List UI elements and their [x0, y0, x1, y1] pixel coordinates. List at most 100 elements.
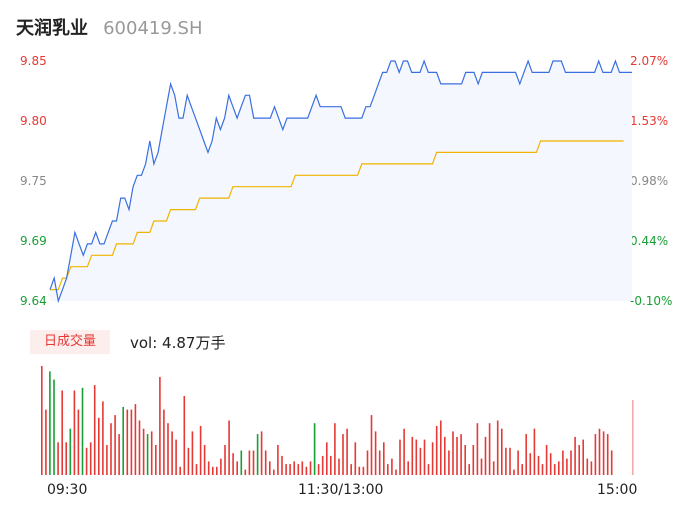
volume-bar [366, 450, 369, 475]
volume-bar [484, 436, 487, 475]
volume-bar [236, 461, 238, 475]
volume-bar [395, 469, 397, 476]
volume-bar [541, 464, 544, 475]
volume-bar [330, 455, 332, 475]
volume-bar [134, 404, 137, 475]
volume-bar [240, 450, 243, 475]
volume-bar [460, 434, 462, 475]
volume-bar [179, 466, 181, 475]
average-price-line [50, 140, 624, 291]
volume-bar-current [632, 400, 634, 475]
volume-bar [472, 445, 475, 475]
volume-bar [155, 445, 157, 475]
volume-bar [444, 436, 446, 475]
volume-bar [435, 425, 438, 475]
pct-tick: 0.98% [630, 174, 669, 188]
volume-bar [411, 436, 414, 475]
volume-bar [383, 442, 385, 475]
price-tick: 9.75 [20, 174, 47, 188]
volume-bar [89, 442, 92, 475]
volume-bar [480, 458, 483, 475]
volume-bar [45, 409, 47, 475]
volume-bar [305, 466, 308, 475]
volume-bar [606, 434, 609, 475]
volume-bar [370, 415, 373, 476]
price-line [49, 59, 632, 304]
volume-bar [582, 439, 584, 475]
volume-bar [85, 447, 88, 476]
volume-bar [407, 461, 409, 475]
volume-bar [264, 450, 267, 475]
volume-bar [220, 458, 222, 475]
volume-bar [195, 464, 198, 475]
volume-bar [65, 442, 67, 475]
volume-bar [553, 464, 556, 475]
volume-bar [415, 439, 418, 475]
volume-bar [150, 431, 153, 475]
volume-bar [41, 366, 43, 475]
volume-bar [513, 469, 515, 476]
volume-bar [533, 428, 536, 475]
volume-bar [301, 461, 304, 475]
volume-bar [423, 439, 426, 475]
volume-bar [167, 423, 169, 475]
volume-bar [509, 447, 511, 476]
volume-bar [130, 409, 133, 475]
volume-bar [448, 450, 450, 475]
volume-bar [260, 431, 263, 475]
volume-bar [525, 434, 527, 475]
volume-bar [602, 431, 605, 475]
volume-bar [138, 420, 141, 475]
volume-bar [69, 428, 72, 475]
volume-bar [110, 423, 112, 475]
volume-bar [269, 461, 271, 475]
volume-bar [228, 420, 230, 475]
price-tick: 9.80 [20, 114, 47, 128]
volume-bar [61, 390, 63, 475]
volume-bar [212, 466, 214, 475]
volume-bar [317, 464, 320, 475]
volume-bar [232, 453, 234, 475]
volume-bar [492, 461, 495, 475]
volume-bar [403, 428, 405, 475]
volume-bar [549, 453, 552, 475]
volume-bar [387, 464, 389, 475]
volume-bar [570, 450, 572, 475]
volume-bar [122, 406, 124, 475]
volume-bar [578, 445, 580, 475]
volume-bar [334, 423, 336, 475]
volume-bar [574, 436, 576, 475]
volume-bar [244, 469, 247, 476]
x-tick-midday: 11:30/13:00 [298, 482, 384, 498]
volume-bar [537, 455, 540, 475]
volume-bar [297, 464, 300, 475]
volume-tag: 日成交量 [30, 330, 110, 354]
volume-bar [81, 387, 84, 475]
volume-bar [362, 466, 365, 475]
volume-bar [598, 428, 601, 475]
volume-bar [464, 445, 466, 475]
volume-bar [427, 464, 430, 475]
volume-bar [594, 434, 597, 475]
volume-bar [562, 450, 564, 475]
volume-bar [93, 385, 96, 475]
volume-bar [566, 458, 568, 475]
volume-bar [501, 428, 503, 475]
volume-bar [191, 431, 194, 475]
volume-value: vol: 4.87万手 [130, 334, 226, 352]
volume-bar [106, 445, 108, 475]
volume-bar [163, 409, 165, 475]
volume-bar [293, 461, 295, 475]
stock-code: 600419.SH [103, 18, 203, 39]
volume-bar [374, 431, 377, 475]
volume-bar [159, 376, 161, 475]
volume-bar [207, 461, 210, 475]
volume-bar [399, 439, 401, 475]
volume-bar [49, 371, 51, 475]
price-tick: 9.85 [20, 54, 47, 68]
volume-bar [505, 447, 507, 476]
volume-bar [326, 442, 328, 475]
pct-tick: 0.44% [630, 234, 669, 248]
volume-bar [321, 455, 324, 475]
